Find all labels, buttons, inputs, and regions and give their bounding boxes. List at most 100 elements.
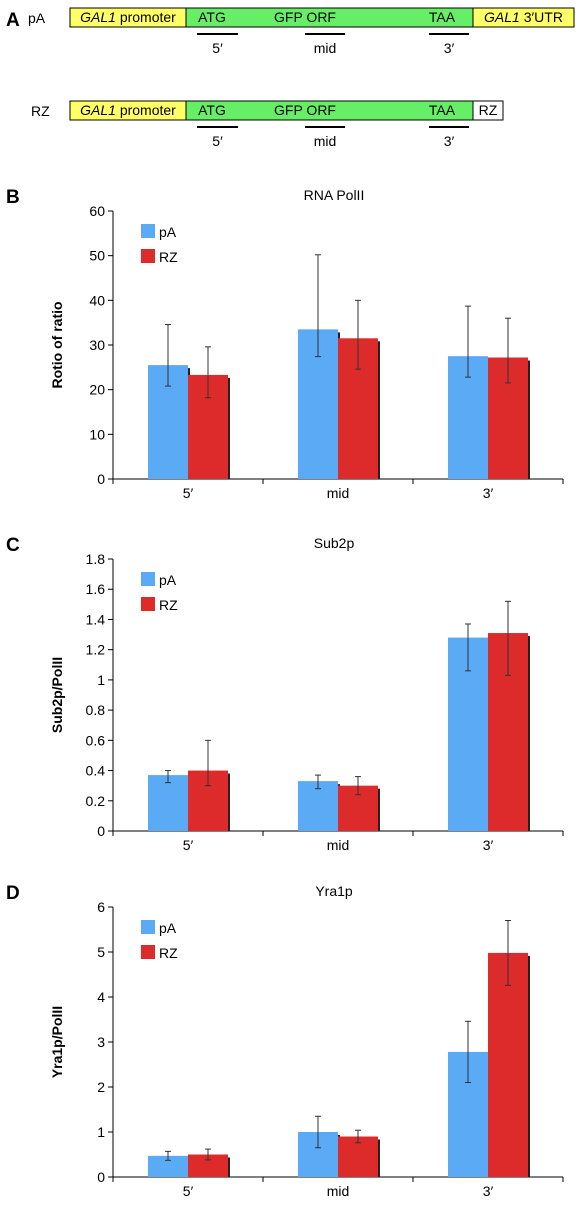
legend-swatch-pA	[141, 224, 155, 238]
legend-swatch-RZ	[141, 249, 155, 263]
bar-shadow	[377, 341, 380, 479]
y-tick-label: 40	[89, 292, 105, 308]
x-tick-label: 5′	[183, 837, 194, 853]
chart-b: B RNA PolII 0 10 20 30 40 50 60 5′ mid 3′ Rotio of r…	[6, 187, 564, 501]
chart-c: C Sub2p 0 0.2 0.4 0.6 0.8 1 1.2 1.4 1.6 1.8 5′ mid 3′ S…	[6, 535, 564, 853]
segment-label-italic: GAL1	[80, 9, 116, 25]
bar-shadow	[527, 636, 530, 831]
y-tick-label: 0.2	[86, 793, 106, 809]
construct-name: pA	[28, 10, 46, 26]
probe-label: mid	[314, 133, 337, 149]
y-tick-label: 4	[97, 989, 105, 1005]
segment-label: TAA	[429, 9, 456, 25]
legend-swatch-RZ	[141, 945, 155, 959]
construct-maps: pA GAL1 promoter ATG GFP ORF TAA GAL1 3′UTR 5′…	[28, 7, 575, 149]
segment-label: GAL1 3′UTR	[484, 9, 563, 25]
probe-label: mid	[314, 40, 337, 56]
bar-shadow	[227, 773, 230, 831]
bar-pA-0	[148, 775, 188, 831]
legend-swatch-pA	[141, 920, 155, 934]
legend-swatch-pA	[141, 572, 155, 586]
segment-label-text: 3′UTR	[520, 9, 563, 25]
y-tick-label: 0	[97, 823, 105, 839]
segment-label-text: TAA	[429, 9, 456, 25]
y-tick-label: 20	[89, 382, 105, 398]
segment-label: TAA	[429, 102, 456, 118]
construct-RZ: RZ GAL1 promoter ATG GFP ORF TAA RZ 5′ mid 3′	[31, 100, 504, 149]
bar-RZ-2	[488, 952, 528, 1177]
segment-label-text: RZ	[479, 102, 498, 118]
y-tick-label: 5	[97, 944, 105, 960]
segment-label-text: TAA	[429, 102, 456, 118]
y-tick-label: 0	[97, 1169, 105, 1185]
legend-label-pA: pA	[159, 224, 177, 240]
y-tick-label: 1.2	[86, 642, 106, 658]
segment-label-text: ATG	[198, 9, 226, 25]
bar-shadow	[227, 1157, 230, 1177]
segment-label-text: promoter	[116, 102, 176, 118]
segment-label-italic: GAL1	[484, 9, 520, 25]
y-tick-label: 1	[97, 672, 105, 688]
chart-d: D Yra1p 0 1 2 3 4 5 6 5′ mid 3′ Yra1p/PolII pA RZ	[6, 883, 564, 1199]
y-axis-label: Yra1p/PolII	[49, 1006, 65, 1078]
x-tick-label: mid	[327, 1183, 350, 1199]
x-tick-label: 3′	[483, 1183, 494, 1199]
x-tick-label: mid	[327, 485, 350, 501]
x-tick-label: 5′	[183, 1183, 194, 1199]
y-tick-label: 0.4	[86, 763, 106, 779]
bar-shadow	[527, 955, 530, 1177]
y-tick-label: 2	[97, 1079, 105, 1095]
probe-label: 3′	[444, 40, 455, 56]
segment-label: GAL1 promoter	[80, 9, 176, 25]
y-tick-label: 1	[97, 1124, 105, 1140]
panel-letter: B	[6, 187, 20, 208]
panel-letter: C	[6, 535, 20, 556]
y-tick-label: 30	[89, 337, 105, 353]
construct-pA: pA GAL1 promoter ATG GFP ORF TAA GAL1 3′UTR 5′…	[28, 7, 575, 56]
bar-pA-0	[148, 1155, 188, 1177]
y-tick-label: 0.6	[86, 732, 106, 748]
bar-RZ-0	[188, 1154, 228, 1177]
orf-box	[185, 7, 474, 28]
legend-label-RZ: RZ	[159, 945, 178, 961]
y-axis-label: Rotio of ratio	[49, 301, 65, 388]
probe-label: 5′	[212, 40, 223, 56]
x-tick-label: mid	[327, 837, 350, 853]
segment-label-text: GFP ORF	[274, 9, 336, 25]
construct-name: RZ	[31, 103, 50, 119]
segment-label-text: promoter	[116, 9, 176, 25]
y-axis-label: Sub2p/PolII	[49, 657, 65, 733]
y-tick-label: 1.6	[86, 581, 106, 597]
probe-label: 5′	[212, 133, 223, 149]
segment-label: ATG	[198, 9, 226, 25]
bar-pA-1	[298, 781, 338, 831]
panel-letter: D	[6, 883, 20, 904]
bar-shadow	[227, 377, 230, 479]
y-tick-label: 0	[97, 471, 105, 487]
segment-label: ATG	[198, 102, 226, 118]
legend-label-pA: pA	[159, 572, 177, 588]
segment-label: RZ	[479, 102, 498, 118]
chart-title: Sub2p	[314, 535, 355, 551]
y-tick-label: 50	[89, 248, 105, 264]
probe-label: 3′	[444, 133, 455, 149]
segment-label-italic: GAL1	[80, 102, 116, 118]
bar-shadow	[527, 360, 530, 479]
segment-label-text: ATG	[198, 102, 226, 118]
legend-label-RZ: RZ	[159, 249, 178, 265]
y-tick-label: 10	[89, 426, 105, 442]
bar-shadow	[377, 788, 380, 831]
legend-swatch-RZ	[141, 597, 155, 611]
panel-letter-a: A	[6, 10, 20, 31]
x-tick-label: 3′	[483, 837, 494, 853]
y-tick-label: 1.8	[86, 551, 106, 567]
chart-title: RNA PolII	[304, 187, 365, 203]
y-tick-label: 3	[97, 1034, 105, 1050]
segment-label: GAL1 promoter	[80, 102, 176, 118]
y-tick-label: 1.4	[86, 611, 106, 627]
x-tick-label: 3′	[483, 485, 494, 501]
y-tick-label: 6	[97, 899, 105, 915]
y-tick-label: 60	[89, 203, 105, 219]
